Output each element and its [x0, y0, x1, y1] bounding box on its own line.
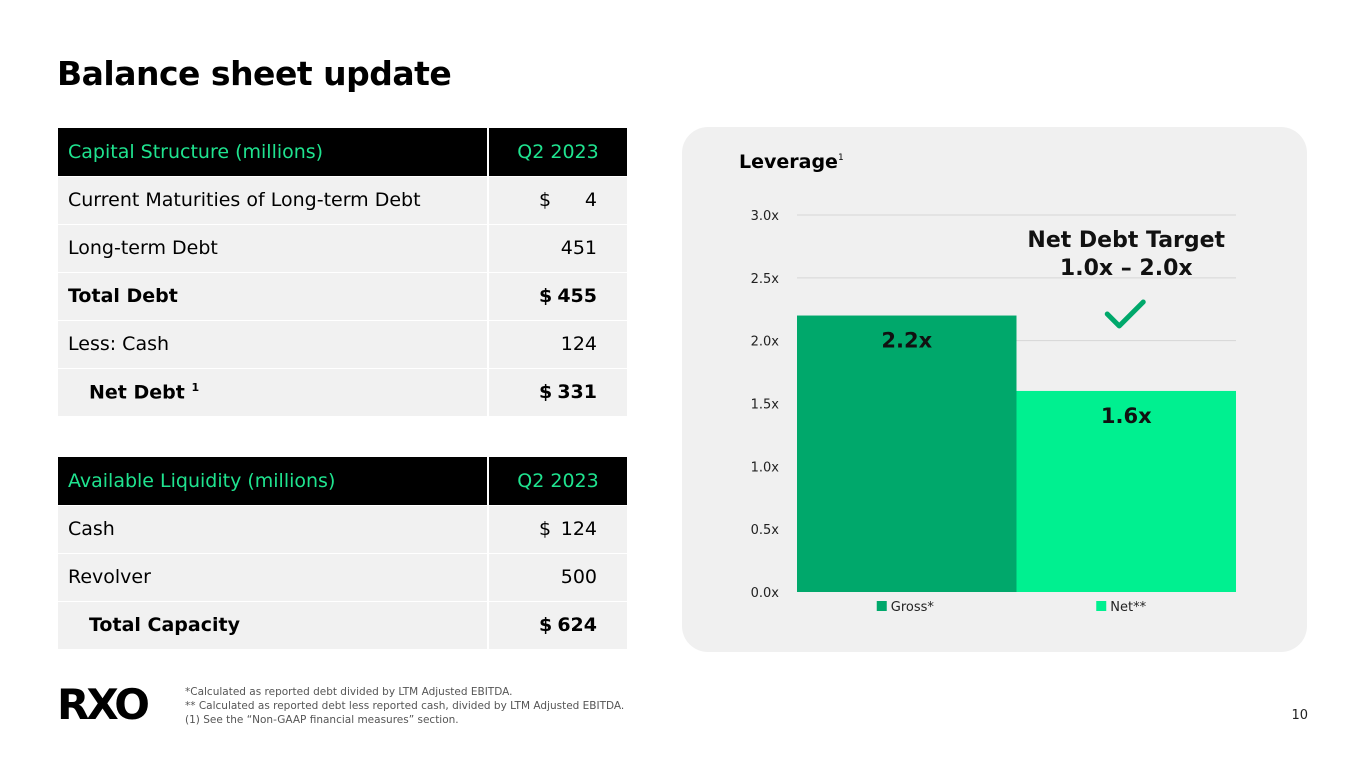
table-row: Current Maturities of Long-term Debt $4	[58, 176, 627, 225]
row-value: $124	[487, 505, 627, 554]
amount: 451	[539, 237, 597, 259]
rxo-logo: RXO	[57, 680, 150, 729]
amount-value: 4	[584, 189, 597, 211]
amount: $124	[539, 518, 597, 540]
amount: $4	[539, 189, 597, 211]
table-header-label: Available Liquidity (millions)	[58, 457, 488, 506]
row-label: Revolver	[58, 553, 488, 602]
table-header-label: Capital Structure (millions)	[58, 128, 488, 177]
footnote-non-gaap: (1) See the “Non-GAAP financial measures…	[185, 714, 459, 726]
row-label: Current Maturities of Long-term Debt	[58, 176, 488, 225]
amount-value: 124	[560, 333, 597, 355]
row-value: $331	[487, 368, 627, 417]
legend-swatch	[876, 601, 887, 611]
y-tick-label: 0.5x	[751, 523, 780, 538]
footnote-net: ** Calculated as reported debt less repo…	[185, 700, 625, 712]
row-label-text: Current Maturities of Long-term Debt	[68, 189, 421, 211]
row-label: Total Debt	[58, 272, 488, 321]
legend-swatch	[1096, 601, 1107, 611]
y-tick-label: 2.0x	[751, 335, 780, 350]
y-tick-label: 3.0x	[751, 209, 780, 224]
table-row: Long-term Debt 451	[58, 224, 627, 273]
amount-value: 455	[557, 285, 597, 307]
row-label-text: Long-term Debt	[68, 237, 218, 259]
bar-net	[1016, 390, 1236, 592]
amount-value: 500	[560, 566, 597, 588]
dollar-sign: $	[539, 614, 553, 636]
row-label-text: Net Debt	[89, 381, 185, 404]
legend-label: Gross*	[891, 600, 935, 615]
chart-title-text: Leverage	[739, 151, 838, 173]
footnote-marker: 1	[191, 380, 200, 394]
page-title: Balance sheet update	[57, 54, 452, 93]
row-value: 124	[487, 320, 627, 369]
table-row: Less: Cash 124	[58, 320, 627, 369]
capital-structure-table: Capital Structure (millions) Q2 2023 Cur…	[58, 128, 627, 417]
table-row: Revolver 500	[58, 553, 627, 602]
amount: 500	[539, 566, 597, 588]
row-label-text: Total Debt	[68, 285, 178, 307]
dollar-sign: $	[539, 518, 552, 540]
chart-title-sup: 1	[838, 153, 844, 163]
target-annotation-line2: 1.0x – 2.0x	[1060, 256, 1193, 281]
dollar-sign: $	[539, 381, 553, 403]
row-label: Cash	[58, 505, 488, 554]
amount: $455	[539, 285, 597, 307]
row-label: Total Capacity	[58, 601, 488, 650]
bar-data-label: 2.2x	[881, 329, 932, 353]
table-header-row: Available Liquidity (millions) Q2 2023	[58, 457, 627, 506]
row-label: Less: Cash	[58, 320, 488, 369]
table-row: Total Debt $455	[58, 272, 627, 321]
y-tick-label: 1.5x	[751, 398, 780, 413]
table-row: Net Debt 1 $331	[58, 368, 627, 417]
row-value: $455	[487, 272, 627, 321]
table-header-period: Q2 2023	[487, 457, 627, 506]
target-annotation-line1: Net Debt Target	[1027, 228, 1225, 253]
row-label-text: Revolver	[68, 566, 151, 588]
row-label-text: Cash	[68, 518, 115, 540]
available-liquidity-table: Available Liquidity (millions) Q2 2023 C…	[58, 457, 627, 650]
y-tick-label: 1.0x	[751, 460, 780, 475]
row-value: $4	[487, 176, 627, 225]
row-label: Long-term Debt	[58, 224, 488, 273]
row-value: 451	[487, 224, 627, 273]
leverage-chart-panel: Leverage1 0.0x 0.5x 1.0x 1.5x 2.0x 2.5x 3.0x 2.2…	[682, 127, 1307, 652]
amount-value: 624	[557, 614, 597, 636]
y-tick-label: 0.0x	[751, 586, 780, 601]
dollar-sign: $	[539, 285, 553, 307]
checkmark-icon	[1104, 299, 1146, 329]
amount-value: 451	[560, 237, 597, 259]
amount-value: 331	[557, 381, 597, 403]
footnote-gross: *Calculated as reported debt divided by …	[185, 686, 513, 698]
table-header-row: Capital Structure (millions) Q2 2023	[58, 128, 627, 177]
dollar-sign: $	[539, 189, 552, 211]
amount-value: 124	[560, 518, 597, 540]
row-label-text: Less: Cash	[68, 333, 170, 355]
chart-title: Leverage1	[739, 151, 844, 173]
amount: $331	[539, 381, 597, 403]
bar-data-label: 1.6x	[1101, 404, 1152, 428]
table-header-period: Q2 2023	[487, 128, 627, 177]
leverage-chart: Leverage1 0.0x 0.5x 1.0x 1.5x 2.0x 2.5x 3.0x 2.2…	[739, 151, 1236, 615]
footnotes: *Calculated as reported debt divided by …	[185, 685, 624, 727]
row-label-text: Total Capacity	[89, 614, 240, 636]
row-value: $624	[487, 601, 627, 650]
row-value: 500	[487, 553, 627, 602]
amount: 124	[539, 333, 597, 355]
table-row: Total Capacity $624	[58, 601, 627, 650]
table-row: Cash $124	[58, 505, 627, 554]
bar-gross	[797, 315, 1017, 592]
amount: $624	[539, 614, 597, 636]
legend-label: Net**	[1110, 600, 1146, 615]
y-tick-label: 2.5x	[751, 272, 780, 287]
row-label: Net Debt 1	[58, 368, 488, 417]
page-number: 10	[1291, 708, 1308, 723]
